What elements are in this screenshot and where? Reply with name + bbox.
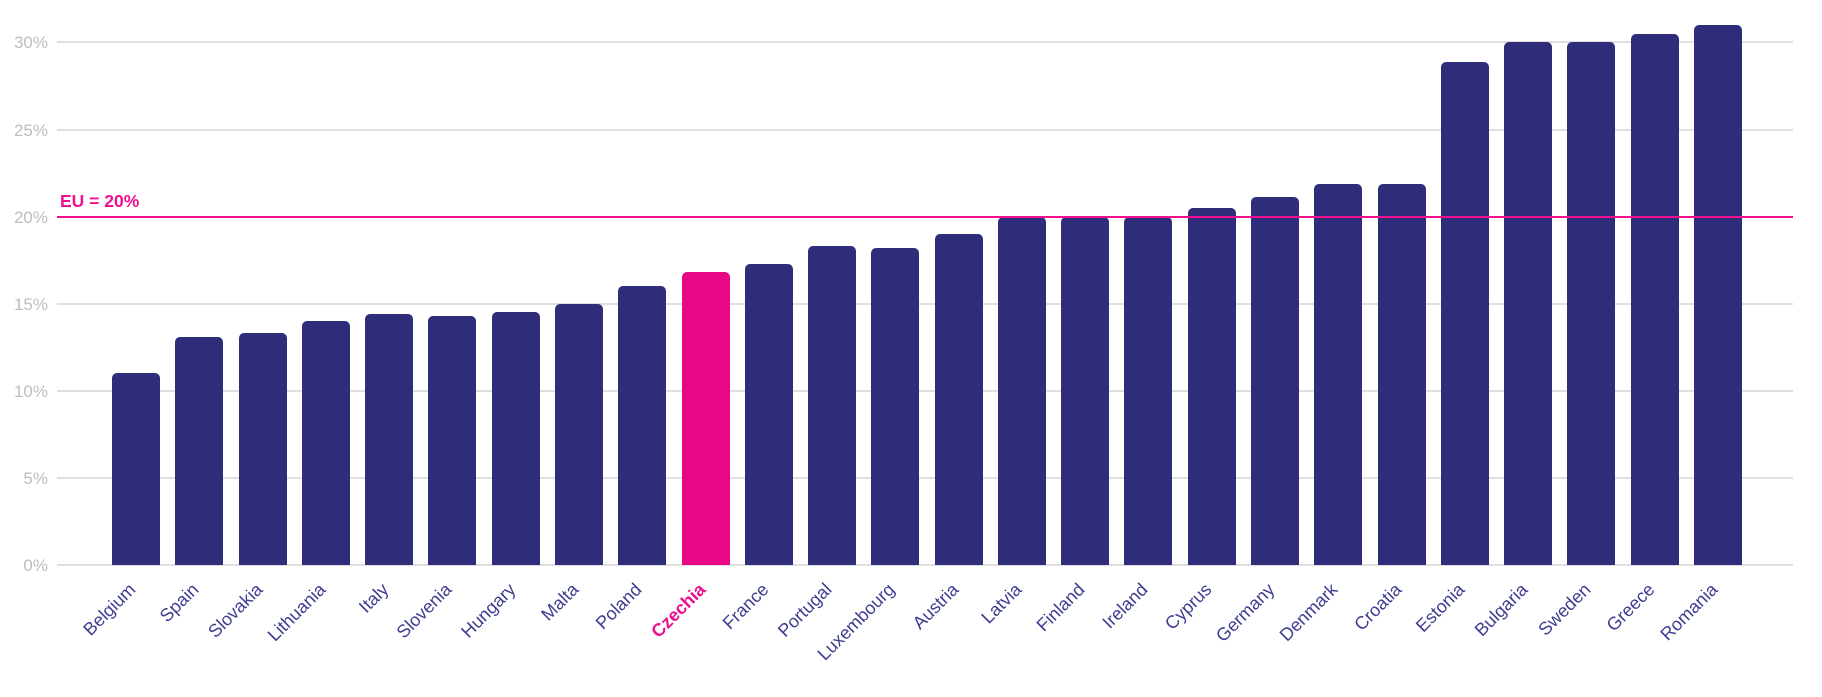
x-label-bulgaria: Bulgaria xyxy=(1470,579,1532,641)
bar-sweden xyxy=(1567,42,1616,565)
bar-malta xyxy=(554,303,603,565)
x-label-greece: Greece xyxy=(1602,579,1659,636)
bar-luxembourg xyxy=(871,247,920,565)
x-label-austria: Austria xyxy=(908,579,963,634)
x-label-slovakia: Slovakia xyxy=(203,579,266,642)
x-label-slovenia: Slovenia xyxy=(392,579,456,643)
x-label-lithuania: Lithuania xyxy=(263,579,330,646)
y-tick-label-20: 20% xyxy=(13,207,48,227)
x-label-poland: Poland xyxy=(591,579,646,634)
x-label-romania: Romania xyxy=(1656,579,1722,645)
bar-bulgaria xyxy=(1504,42,1553,565)
bar-latvia xyxy=(997,216,1046,565)
y-tick-label-30: 30% xyxy=(13,33,48,53)
x-label-belgium: Belgium xyxy=(79,579,140,640)
x-label-estonia: Estonia xyxy=(1411,579,1469,636)
bar-lithuania xyxy=(301,321,350,565)
y-tick-label-0: 0% xyxy=(23,556,48,575)
bar-germany xyxy=(1251,197,1300,565)
x-label-croatia: Croatia xyxy=(1349,579,1406,635)
bar-romania xyxy=(1694,24,1742,565)
x-label-cyprus: Cyprus xyxy=(1160,579,1216,634)
x-label-italy: Italy xyxy=(355,579,393,617)
y-tick-label-10: 10% xyxy=(13,381,48,401)
y-tick-label-25: 25% xyxy=(13,120,48,140)
bar-ireland xyxy=(1124,216,1173,565)
bar-denmark xyxy=(1314,183,1363,565)
bar-hungary xyxy=(491,312,540,565)
bar-austria xyxy=(934,234,983,565)
bar-slovenia xyxy=(428,315,477,565)
gridline-10 xyxy=(57,389,1793,392)
bar-croatia xyxy=(1377,183,1426,565)
x-label-spain: Spain xyxy=(156,579,203,626)
x-label-latvia: Latvia xyxy=(977,579,1026,628)
x-label-germany: Germany xyxy=(1211,579,1279,646)
bar-portugal xyxy=(808,246,857,565)
x-label-malta: Malta xyxy=(537,579,583,625)
gridline-25 xyxy=(57,128,1793,131)
bar-estonia xyxy=(1440,61,1489,565)
gridline-15 xyxy=(57,302,1793,305)
eu-reference-line xyxy=(57,215,1793,219)
x-label-france: France xyxy=(718,579,773,634)
bar-greece xyxy=(1630,33,1679,565)
x-label-denmark: Denmark xyxy=(1275,579,1342,646)
gridline-5 xyxy=(57,476,1793,479)
bar-spain xyxy=(175,336,224,565)
bar-poland xyxy=(618,286,667,565)
y-tick-label-5: 5% xyxy=(23,468,48,488)
eu-reference-label: EU = 20% xyxy=(60,190,140,211)
y-tick-label-15: 15% xyxy=(13,294,48,314)
x-label-czechia: Czechia xyxy=(646,579,709,642)
gridline-0 xyxy=(57,564,1793,566)
gridline-30 xyxy=(57,41,1793,44)
x-label-portugal: Portugal xyxy=(773,579,836,641)
bar-czechia xyxy=(681,272,730,565)
x-label-hungary: Hungary xyxy=(456,579,520,642)
x-label-finland: Finland xyxy=(1032,579,1089,636)
bar-slovakia xyxy=(238,333,287,565)
x-label-ireland: Ireland xyxy=(1098,579,1152,633)
bar-belgium xyxy=(112,373,160,565)
bar-finland xyxy=(1061,216,1110,565)
bar-cyprus xyxy=(1187,207,1236,565)
bar-france xyxy=(744,263,793,565)
bar-italy xyxy=(365,314,414,565)
x-label-sweden: Sweden xyxy=(1534,579,1595,640)
